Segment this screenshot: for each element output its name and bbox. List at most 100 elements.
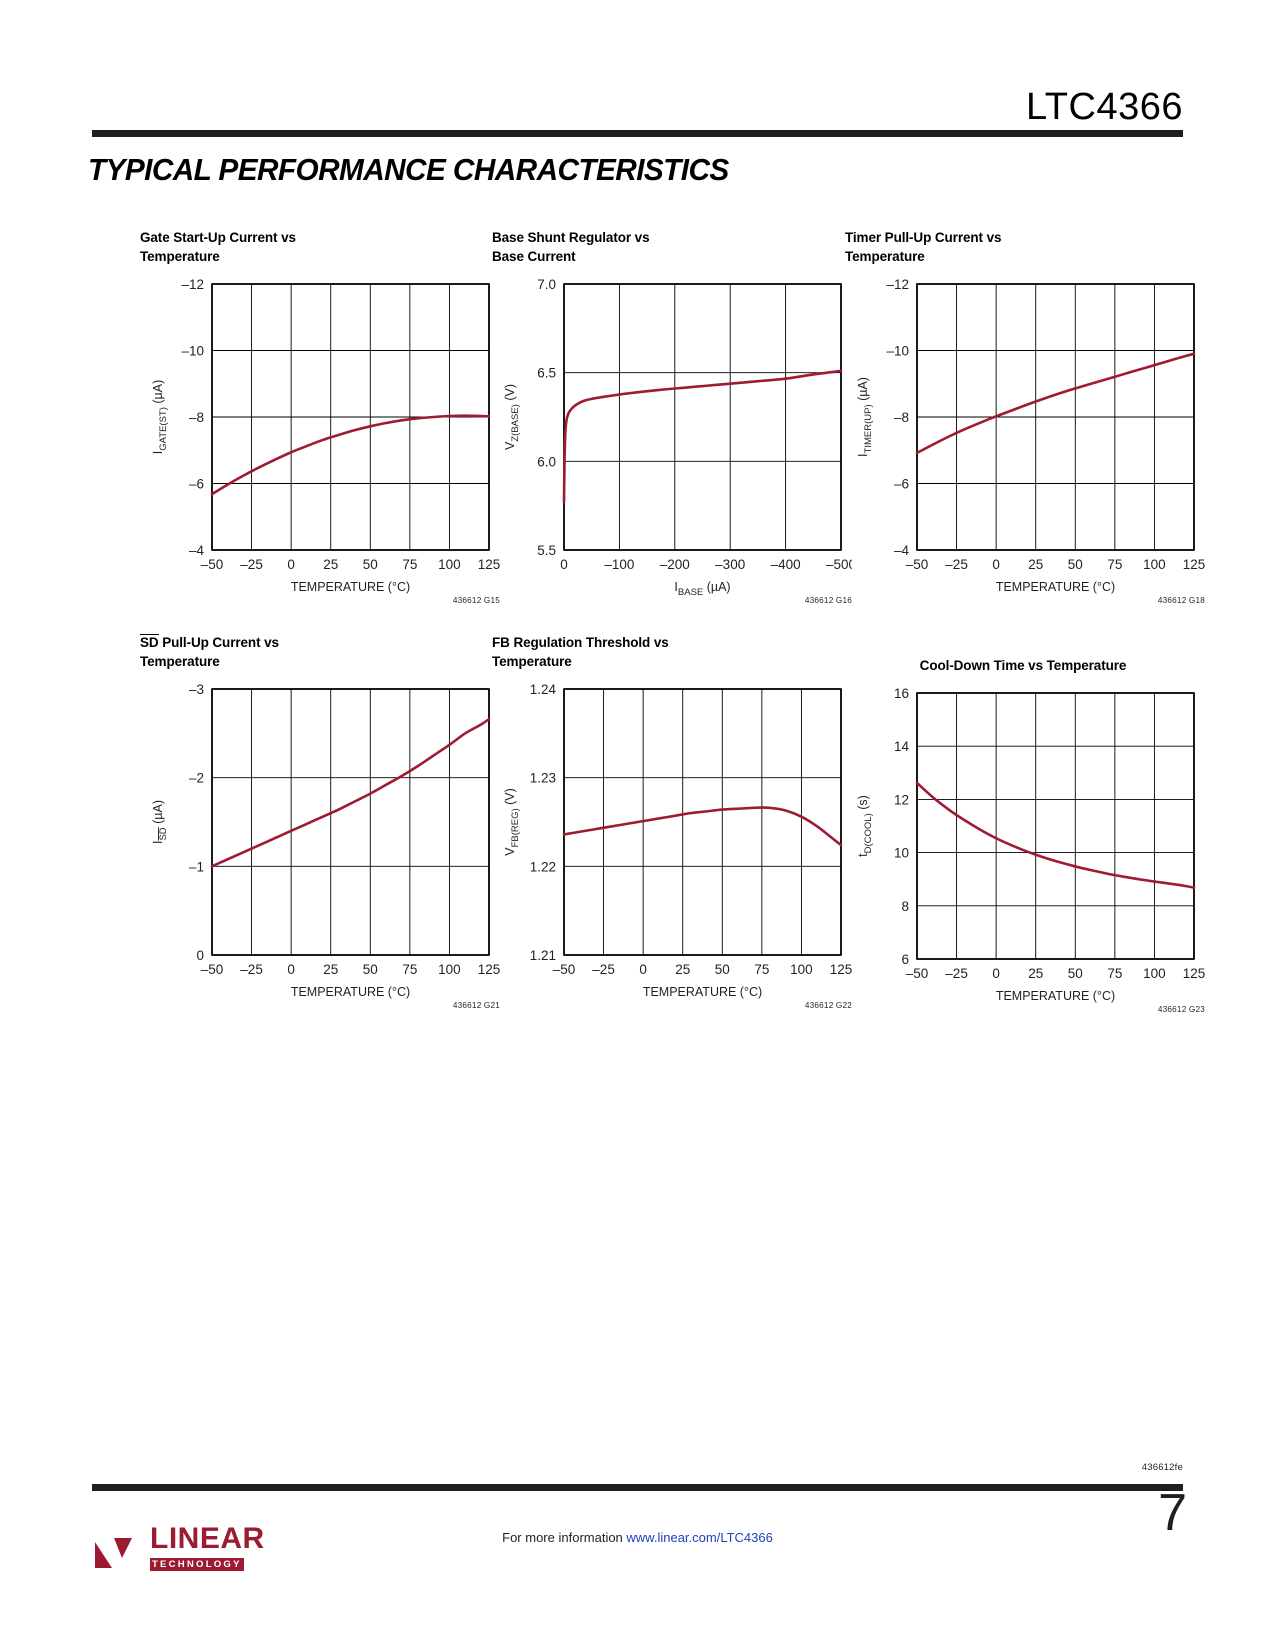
- svg-text:–500: –500: [826, 557, 852, 572]
- y-tick-labels: 16 14 12 10 8 6: [894, 686, 910, 967]
- svg-text:–10: –10: [886, 344, 909, 359]
- svg-text:0: 0: [287, 557, 295, 572]
- svg-text:0: 0: [992, 557, 1000, 572]
- svg-text:–50: –50: [201, 557, 224, 572]
- y-tick-labels: –12 –10 –8 –6 –4: [181, 277, 204, 558]
- chart-title-g15: Gate Start-Up Current vs Temperature: [140, 230, 296, 265]
- y-axis-label: tD(COOL) (s): [856, 795, 874, 857]
- svg-text:–12: –12: [886, 277, 909, 292]
- chart-plot-g16: 0 –100 –200 –300 –400 –500 7.0 6.5 6.0 5.5 IBASE (…: [503, 277, 852, 597]
- gridlines: [211, 688, 490, 957]
- svg-text:12: 12: [894, 793, 909, 808]
- svg-text:–25: –25: [945, 557, 968, 572]
- chart-plot-g21: –50 –25 0 25 50 75 100 125 –3 –2 –1 0 TEMPERATURE (°…: [151, 682, 500, 999]
- svg-text:25: 25: [323, 962, 338, 977]
- y-tick-labels: 7.0 6.5 6.0 5.5: [537, 277, 556, 558]
- svg-text:7.0: 7.0: [537, 277, 556, 292]
- page-number: 7: [1158, 1484, 1187, 1542]
- chart-cell-base-shunt-regulator: Base Shunt Regulator vs Base Current 0 –100…: [492, 228, 852, 605]
- chart-cell-cool-down-time: Cool-Down Time vs Temperature –50 –25 0 25 50…: [845, 656, 1205, 1014]
- chart-figure-code: 436612 G15: [452, 596, 500, 606]
- footer-info-prefix: For more information: [502, 1530, 627, 1545]
- svg-text:8: 8: [901, 899, 909, 914]
- svg-text:25: 25: [1028, 966, 1043, 981]
- x-axis-label: TEMPERATURE (°C): [291, 580, 410, 594]
- svg-text:–1: –1: [189, 860, 204, 875]
- svg-text:14: 14: [894, 739, 910, 754]
- svg-text:75: 75: [754, 962, 769, 977]
- chart-title-overline: SD: [140, 634, 159, 650]
- chart-title-g16: Base Shunt Regulator vs Base Current: [492, 230, 650, 265]
- svg-text:–200: –200: [660, 557, 690, 572]
- gridlines: [916, 283, 1195, 552]
- y-tick-labels: –3 –2 –1 0: [189, 682, 204, 963]
- x-axis-label: IBASE (µA): [674, 580, 730, 597]
- chart-cell-timer-pullup-current: Timer Pull-Up Current vs Temperature –50 –2…: [845, 228, 1205, 605]
- plot-frame: [916, 692, 1195, 960]
- svg-text:125: 125: [830, 962, 852, 977]
- svg-text:25: 25: [1028, 557, 1043, 572]
- svg-text:–6: –6: [189, 477, 204, 492]
- chart-figure-code: 436612 G23: [1157, 1005, 1205, 1015]
- logo-primary-text: LINEAR: [150, 1522, 265, 1555]
- svg-text:–25: –25: [592, 962, 615, 977]
- section-title: TYPICAL PERFORMANCE CHARACTERISTICS: [88, 152, 729, 187]
- y-axis-label: VFB(REG) (V): [503, 789, 521, 857]
- logo-wordmark: LINEAR TECHNOLOGY: [150, 1524, 265, 1572]
- x-axis-label: TEMPERATURE (°C): [643, 985, 762, 999]
- plot-frame: [563, 688, 842, 957]
- chart-figure-code: 436612 G22: [804, 1001, 852, 1011]
- svg-text:–50: –50: [906, 557, 929, 572]
- svg-text:75: 75: [402, 962, 417, 977]
- x-tick-labels: 0 –100 –200 –300 –400 –500: [560, 557, 852, 572]
- svg-text:125: 125: [1183, 966, 1205, 981]
- y-tick-labels: 1.24 1.23 1.22 1.21: [530, 682, 557, 963]
- svg-text:0: 0: [992, 966, 1000, 981]
- chart-plot-g18: –50 –25 0 25 50 75 100 125 –12 –10 –8 –6 –4 TEMPERATU…: [856, 277, 1205, 594]
- x-axis-label: TEMPERATURE (°C): [996, 580, 1115, 594]
- chart-figure-code: 436612 G18: [1157, 596, 1205, 606]
- svg-text:50: 50: [363, 557, 378, 572]
- chart-plot-g15: –50 –25 0 25 50 75 100 125 –12 –10 –8 –6 –4 TEMPERATU…: [151, 277, 500, 594]
- svg-text:–50: –50: [553, 962, 576, 977]
- x-axis-label: TEMPERATURE (°C): [996, 989, 1115, 1003]
- x-tick-labels: –50 –25 0 25 50 75 100 125: [553, 962, 852, 977]
- svg-text:75: 75: [1107, 966, 1122, 981]
- chart-cell-fb-regulation-threshold: FB Regulation Threshold vs Temperature –50…: [492, 633, 852, 1010]
- data-curve: [562, 806, 843, 847]
- chart-title-g22: FB Regulation Threshold vs Temperature: [492, 635, 669, 670]
- svg-text:–25: –25: [945, 966, 968, 981]
- svg-text:–50: –50: [201, 962, 224, 977]
- footer-info: For more information www.linear.com/LTC4…: [0, 1530, 1275, 1545]
- footer-info-link[interactable]: www.linear.com/LTC4366: [626, 1530, 773, 1545]
- svg-text:0: 0: [560, 557, 568, 572]
- y-axis-label: IGATE(ST) (µA): [151, 380, 169, 454]
- svg-text:–300: –300: [715, 557, 745, 572]
- svg-text:125: 125: [478, 557, 500, 572]
- plot-frame: [563, 283, 842, 552]
- svg-text:–10: –10: [181, 344, 204, 359]
- x-tick-labels: –50 –25 0 25 50 75 100 125: [906, 557, 1205, 572]
- part-number: LTC4366: [1025, 86, 1183, 128]
- svg-text:100: 100: [790, 962, 813, 977]
- svg-text:10: 10: [894, 846, 909, 861]
- svg-text:–25: –25: [240, 962, 263, 977]
- svg-text:125: 125: [1183, 557, 1205, 572]
- data-curve: [915, 781, 1196, 890]
- chart-title-g23: Cool-Down Time vs Temperature: [919, 658, 1127, 673]
- svg-text:6.0: 6.0: [537, 455, 556, 470]
- plot-frame: [211, 688, 490, 957]
- svg-text:50: 50: [363, 962, 378, 977]
- data-curve: [915, 352, 1196, 455]
- svg-text:100: 100: [1143, 557, 1166, 572]
- svg-text:6.5: 6.5: [537, 366, 556, 381]
- svg-text:–25: –25: [240, 557, 263, 572]
- data-curve: [210, 718, 491, 868]
- x-tick-labels: –50 –25 0 25 50 75 100 125: [201, 962, 500, 977]
- chart-cell-gate-startup-current: Gate Start-Up Current vs Temperature –50 –2…: [140, 228, 500, 605]
- chart-figure-code: 436612 G16: [804, 596, 852, 606]
- svg-text:75: 75: [402, 557, 417, 572]
- svg-text:–12: –12: [181, 277, 204, 292]
- gridlines: [916, 692, 1195, 960]
